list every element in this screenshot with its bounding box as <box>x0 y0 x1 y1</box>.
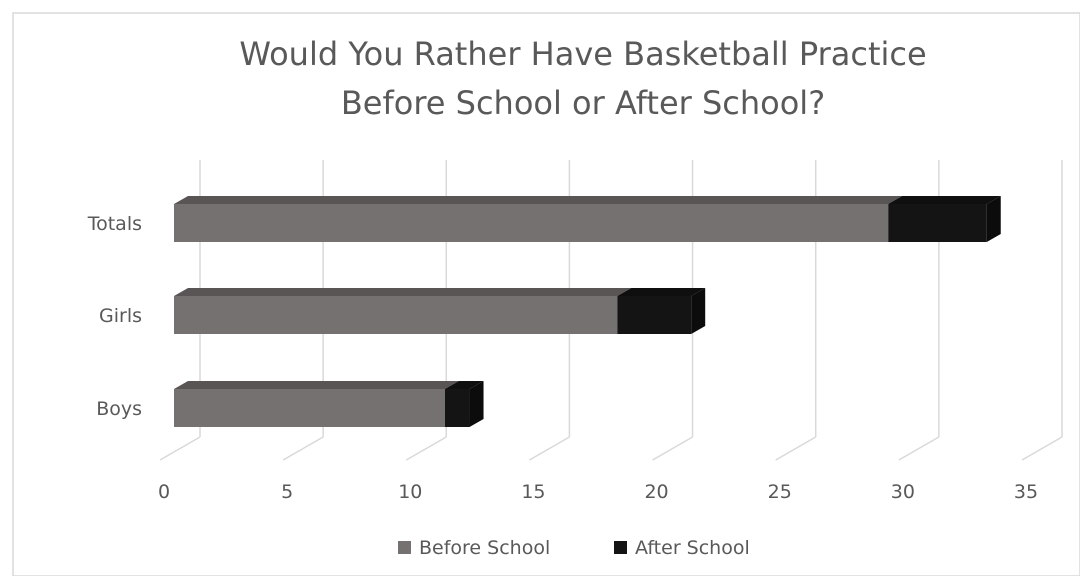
legend-swatch <box>398 541 411 554</box>
legend: Before School After School <box>398 537 750 559</box>
x-tick-label: 15 <box>521 481 545 503</box>
x-tick-label: 35 <box>1014 481 1038 503</box>
y-category-label: Totals <box>87 213 142 235</box>
x-tick-label: 20 <box>644 481 668 503</box>
gridline-floor <box>405 436 447 461</box>
bar-before-school-boys <box>174 381 459 427</box>
legend-item: Before School <box>398 537 550 559</box>
x-tick-label: 5 <box>281 481 293 503</box>
bar-before-school-girls <box>174 288 632 334</box>
bar-after-school-totals <box>888 196 1001 242</box>
gridline-floor <box>282 436 324 461</box>
x-tick-label: 10 <box>398 481 422 503</box>
legend-label: After School <box>635 537 750 559</box>
y-category-label: Girls <box>99 305 142 327</box>
y-axis-categories: Boys Girls Totals <box>87 213 142 420</box>
gridline-floor <box>898 436 940 461</box>
bar-after-school-boys <box>444 381 484 427</box>
gridline-floor <box>652 436 693 461</box>
legend-item: After School <box>614 537 750 559</box>
bar-before-school-totals <box>174 196 903 242</box>
x-tick-label: 30 <box>891 481 915 503</box>
gridline-floor <box>529 436 570 461</box>
bars <box>174 196 1001 427</box>
x-axis-ticks: 0 5 10 15 20 25 30 35 <box>158 481 1038 503</box>
gridline-floor <box>775 436 817 461</box>
legend-label: Before School <box>419 537 550 559</box>
gridline-floor <box>1021 436 1063 461</box>
y-category-label: Boys <box>96 398 142 420</box>
chart-title-line-2: Before School or After School? <box>341 84 825 122</box>
chart-title-line-1: Would You Rather Have Basketball Practic… <box>239 35 926 73</box>
bar-after-school-girls <box>617 288 706 334</box>
gridline-floor <box>159 436 201 461</box>
x-tick-label: 25 <box>768 481 792 503</box>
x-tick-label: 0 <box>158 481 170 503</box>
legend-swatch <box>614 541 627 554</box>
